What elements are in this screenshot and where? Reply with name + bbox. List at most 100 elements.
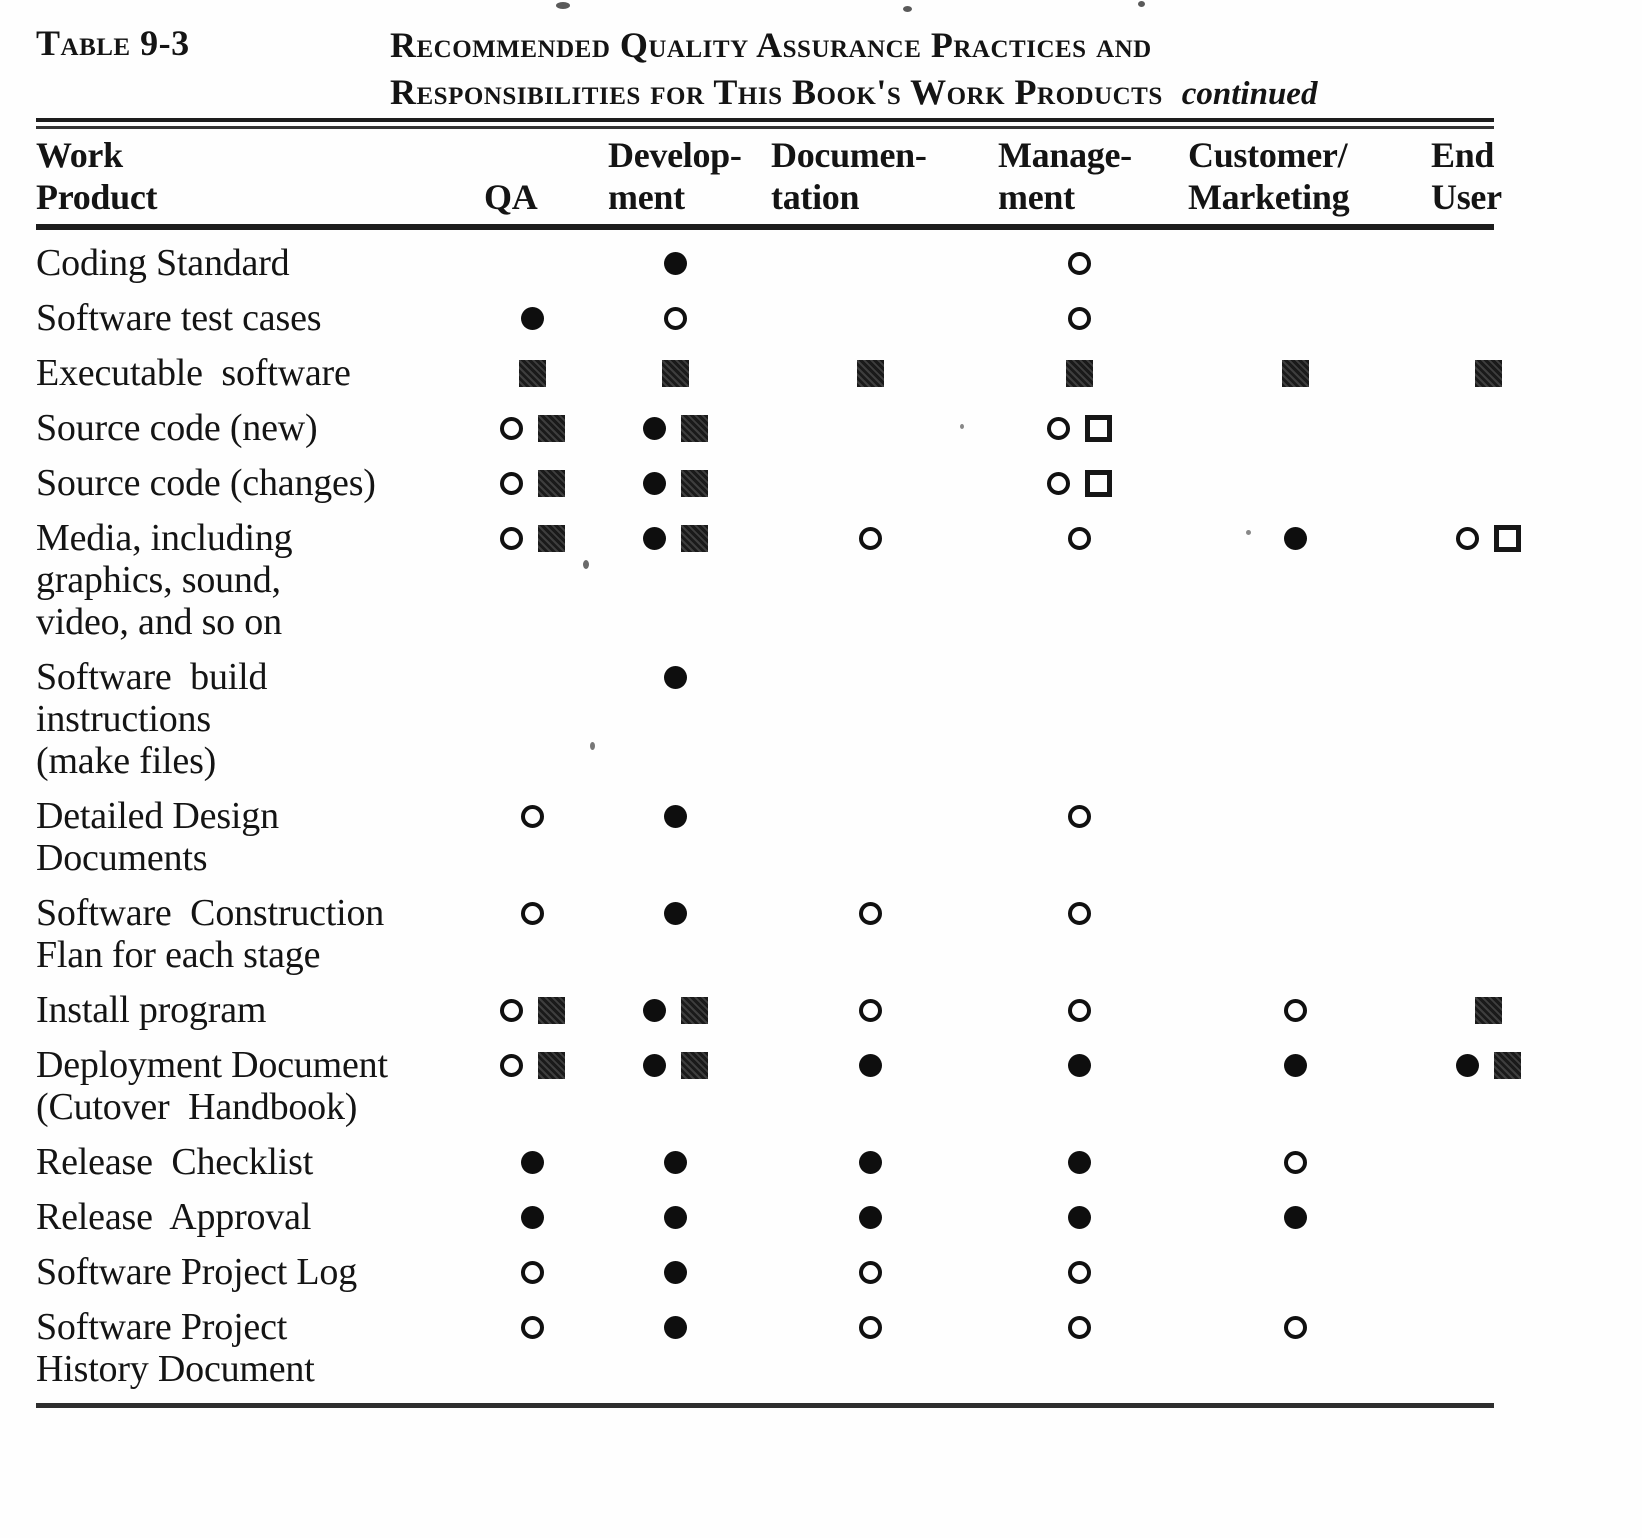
- filled-square-icon: [681, 1051, 708, 1079]
- continued-marker: continued: [1181, 76, 1318, 112]
- work-product-cell: Media, including graphics, sound, video, a…: [36, 517, 470, 643]
- documentation-cell: [757, 1044, 984, 1128]
- work-product-label: Software Project: [36, 1306, 288, 1348]
- table-title-line2: Responsibilities for This Book's Work Pr…: [390, 72, 1318, 112]
- filled-circle-icon: [859, 1150, 882, 1174]
- table-row: Detailed Design Documents: [36, 795, 1560, 879]
- table-row: Coding Standard: [36, 242, 1560, 284]
- qa-cell: [470, 1044, 594, 1128]
- qa-cell: [470, 656, 594, 782]
- filled-circle-icon: [1067, 1053, 1091, 1077]
- open-circle-icon: [520, 804, 544, 828]
- management-cell: [984, 352, 1174, 394]
- management-cell: [984, 462, 1174, 504]
- qa-cell: [470, 517, 594, 643]
- filled-circle-icon: [643, 998, 666, 1022]
- work-product-label: Detailed Design: [36, 795, 279, 837]
- customer-marketing-cell: [1174, 1141, 1417, 1183]
- work-product-label: Source code (new): [36, 407, 318, 449]
- work-product-cell: Deployment Document (Cutover Handbook): [36, 1044, 470, 1128]
- work-product-label: Coding Standard: [36, 242, 290, 284]
- open-circle-icon: [1067, 251, 1091, 275]
- open-circle-icon: [859, 998, 882, 1022]
- development-cell: [594, 989, 757, 1031]
- open-circle-icon: [499, 526, 523, 550]
- filled-square-icon: [537, 469, 565, 497]
- filled-circle-icon: [664, 804, 687, 828]
- management-cell: [984, 517, 1174, 643]
- open-circle-icon: [520, 1260, 544, 1284]
- work-product-label: video, and so on: [36, 601, 282, 643]
- filled-square-icon: [537, 996, 565, 1024]
- work-product-cell: Software build instructions (make files): [36, 656, 470, 782]
- table-title-line1: Recommended Quality Assurance Practices …: [390, 25, 1152, 65]
- scan-speck: [1246, 530, 1251, 535]
- open-circle-icon: [859, 1260, 882, 1284]
- work-product-label: Software Project Log: [36, 1251, 358, 1293]
- table-bottom-rule: [36, 1403, 1494, 1408]
- qa-cell: [470, 407, 594, 449]
- work-product-cell: Detailed Design Documents: [36, 795, 470, 879]
- qa-cell: [470, 462, 594, 504]
- work-product-cell: Source code (new): [36, 407, 470, 449]
- end-user-cell: [1417, 989, 1560, 1031]
- work-product-cell: Source code (changes): [36, 462, 470, 504]
- management-cell: [984, 297, 1174, 339]
- table-row: Software Construction Flan for each stage: [36, 892, 1560, 976]
- filled-circle-icon: [520, 306, 544, 330]
- column-header-text: End: [1431, 135, 1495, 175]
- end-user-cell: [1417, 1044, 1560, 1128]
- filled-circle-icon: [859, 1053, 882, 1077]
- customer-marketing-cell: [1174, 297, 1417, 339]
- filled-square-icon: [537, 1051, 565, 1079]
- qa-cell: [470, 892, 594, 976]
- work-product-cell: Release Checklist: [36, 1141, 470, 1183]
- documentation-cell: [757, 297, 984, 339]
- work-product-cell: Software Construction Flan for each stage: [36, 892, 470, 976]
- customer-marketing-cell: [1174, 1044, 1417, 1128]
- end-user-cell: [1417, 242, 1560, 284]
- open-circle-icon: [859, 901, 882, 925]
- end-user-cell: [1417, 297, 1560, 339]
- work-product-label: History Document: [36, 1348, 315, 1390]
- development-cell: [594, 1044, 757, 1128]
- table-row: Source code (new): [36, 407, 1560, 449]
- filled-circle-icon: [859, 1205, 882, 1229]
- column-header-development: Develop-ment: [594, 134, 757, 218]
- customer-marketing-cell: [1174, 795, 1417, 879]
- development-cell: [594, 1196, 757, 1238]
- table-row: Media, including graphics, sound, video, a…: [36, 517, 1560, 643]
- customer-marketing-cell: [1174, 892, 1417, 976]
- work-product-cell: Software Project History Document: [36, 1306, 470, 1390]
- customer-marketing-cell: [1174, 517, 1417, 643]
- work-product-label: Install program: [36, 989, 267, 1031]
- table-top-rule-2: [36, 126, 1494, 129]
- development-cell: [594, 352, 757, 394]
- qa-cell: [470, 989, 594, 1031]
- filled-square-icon: [1475, 359, 1502, 387]
- open-circle-icon: [1046, 416, 1070, 440]
- column-header-text: Develop-: [608, 135, 742, 175]
- customer-marketing-cell: [1174, 1251, 1417, 1293]
- documentation-cell: [757, 1196, 984, 1238]
- customer-marketing-cell: [1174, 989, 1417, 1031]
- filled-circle-icon: [664, 901, 687, 925]
- column-header-text: ment: [998, 177, 1075, 217]
- filled-circle-icon: [520, 1150, 544, 1174]
- column-header-text: Manage-: [998, 135, 1132, 175]
- open-circle-icon: [499, 471, 523, 495]
- development-cell: [594, 242, 757, 284]
- work-product-cell: Release Approval: [36, 1196, 470, 1238]
- documentation-cell: [757, 517, 984, 643]
- filled-circle-icon: [664, 1205, 687, 1229]
- table-caption: Table 9-3 Recommended Quality Assurance …: [36, 22, 1317, 118]
- table: Work Product QA Develop-ment Documen-tation M…: [36, 118, 1560, 1408]
- development-cell: [594, 462, 757, 504]
- management-cell: [984, 1251, 1174, 1293]
- management-cell: [984, 407, 1174, 449]
- column-header-work-product: Work Product: [36, 134, 470, 218]
- development-cell: [594, 407, 757, 449]
- open-circle-icon: [859, 1315, 882, 1339]
- work-product-cell: Software Project Log: [36, 1251, 470, 1293]
